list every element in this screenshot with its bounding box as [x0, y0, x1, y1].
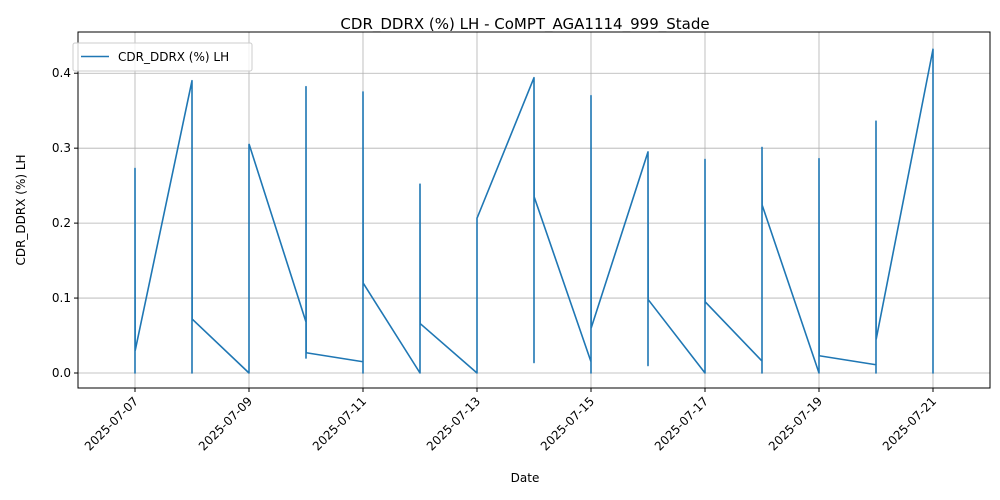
x-tick-label: 2025-07-17 — [652, 394, 711, 453]
y-tick-label: 0.1 — [52, 291, 71, 305]
y-tick-label: 0.2 — [52, 216, 71, 230]
legend-box — [72, 42, 253, 72]
x-tick-label: 2025-07-09 — [196, 394, 255, 453]
legend-entry: CDR_DDRX (%) LH — [118, 50, 229, 64]
x-axis: 2025-07-07 2025-07-09 2025-07-11 2025-07-13… — [82, 388, 939, 453]
x-tick-label: 2025-07-07 — [82, 394, 141, 453]
y-axis-label: CDR_DDRX (%) LH — [14, 154, 28, 265]
y-tick-label: 0.0 — [52, 366, 71, 380]
y-tick-label: 0.3 — [52, 141, 71, 155]
x-tick-label: 2025-07-21 — [880, 394, 939, 453]
x-tick-label: 2025-07-19 — [766, 394, 825, 453]
chart-title: CDR_DDRX (%) LH - CoMPT_AGA1114_999_Stad… — [340, 15, 709, 34]
series-path — [134, 48, 934, 374]
x-tick-label: 2025-07-15 — [538, 394, 597, 453]
y-tick-label: 0.4 — [52, 66, 71, 80]
legend: CDR_DDRX (%) LH — [72, 42, 253, 72]
x-axis-label: Date — [511, 471, 540, 485]
x-tick-label: 2025-07-11 — [310, 394, 369, 453]
series-line — [134, 48, 934, 374]
y-axis: 0.0 0.1 0.2 0.3 0.4 — [52, 66, 78, 380]
x-tick-label: 2025-07-13 — [424, 394, 483, 453]
plot-frame — [77, 31, 991, 389]
